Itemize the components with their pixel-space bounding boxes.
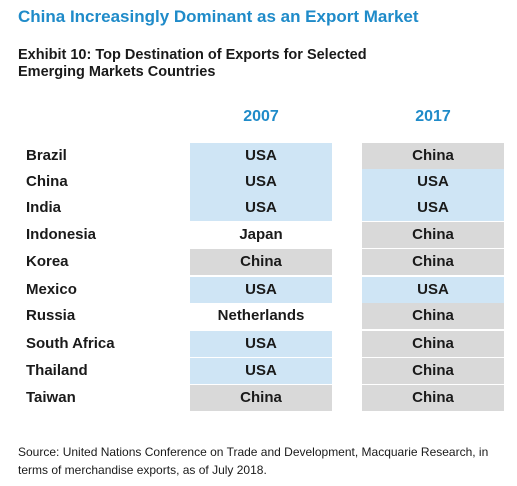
destination-2017-cell: China (362, 249, 504, 275)
destination-2007-cell: USA (190, 195, 332, 221)
destination-2007-cell: Netherlands (190, 303, 332, 329)
table-row: Thailand USA China (0, 358, 517, 384)
country-label: Taiwan (26, 389, 76, 406)
column-header-2007: 2007 (243, 108, 279, 125)
page-title: China Increasingly Dominant as an Export… (18, 7, 419, 26)
country-label: Brazil (26, 147, 67, 164)
country-label: China (26, 173, 68, 190)
table-row: Korea China China (0, 249, 517, 275)
destination-2017-cell: China (362, 303, 504, 329)
destination-2007-cell: USA (190, 331, 332, 357)
destination-2017-cell: China (362, 385, 504, 411)
table-row: India USA USA (0, 195, 517, 221)
destination-2007-cell: China (190, 385, 332, 411)
destination-2007-cell: USA (190, 143, 332, 169)
destination-2017-cell: China (362, 331, 504, 357)
table-row: Indonesia Japan China (0, 222, 517, 248)
destination-2017-cell: USA (362, 277, 504, 303)
table-row: Russia Netherlands China (0, 303, 517, 329)
destination-2007-cell: USA (190, 169, 332, 195)
destination-2007-cell: USA (190, 277, 332, 303)
country-label: Mexico (26, 281, 77, 298)
country-label: Indonesia (26, 226, 97, 243)
country-label: Korea (26, 253, 69, 270)
country-label: Russia (26, 307, 76, 324)
exhibit-title: Exhibit 10: Top Destination of Exports f… (18, 47, 367, 80)
destination-2017-cell: USA (362, 169, 504, 195)
table-row: South Africa USA China (0, 331, 517, 357)
country-label: South Africa (26, 335, 115, 352)
destination-2017-cell: China (362, 143, 504, 169)
destination-2017-cell: China (362, 358, 504, 384)
country-label: India (26, 199, 62, 216)
country-label: Thailand (26, 362, 88, 379)
table-row: China USA USA (0, 169, 517, 195)
destination-2007-cell: Japan (190, 222, 332, 248)
table-row: Taiwan China China (0, 385, 517, 411)
destination-2007-cell: China (190, 249, 332, 275)
column-header-2017: 2017 (415, 108, 451, 125)
destination-2017-cell: USA (362, 195, 504, 221)
table-row: Mexico USA USA (0, 277, 517, 303)
table-row: Brazil USA China (0, 143, 517, 169)
destination-2007-cell: USA (190, 358, 332, 384)
destination-2017-cell: China (362, 222, 504, 248)
source-note: Source: United Nations Conference on Tra… (18, 445, 489, 477)
